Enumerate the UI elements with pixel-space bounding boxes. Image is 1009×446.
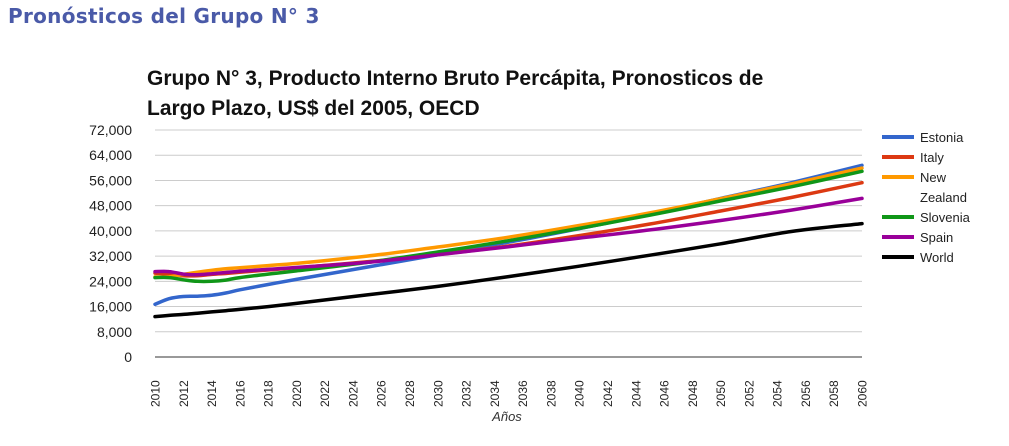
x-tick-label: 2014 xyxy=(205,380,219,407)
x-axis-label: Años xyxy=(491,409,522,424)
x-tick-label: 2052 xyxy=(742,380,756,407)
series-line-new-zealand xyxy=(153,166,864,279)
x-tick-label: 2054 xyxy=(771,380,785,407)
series-lines xyxy=(153,163,864,319)
legend-label: Italy xyxy=(920,150,944,165)
y-tick-label: 0 xyxy=(124,349,132,365)
chart-title-line-1: Grupo N° 3, Producto Interno Bruto Percá… xyxy=(147,67,764,90)
y-tick-label: 56,000 xyxy=(89,172,132,188)
legend-swatch xyxy=(882,175,914,179)
legend-label: World xyxy=(920,250,954,265)
x-tick-label: 2060 xyxy=(856,380,870,407)
legend-item-new-zealand: New Zealand xyxy=(882,168,990,208)
y-tick-label: 8,000 xyxy=(97,324,132,340)
x-tick-label: 2028 xyxy=(403,380,417,407)
legend-swatch xyxy=(882,255,914,259)
y-tick-label: 16,000 xyxy=(89,299,132,315)
x-tick-label: 2018 xyxy=(262,380,276,407)
legend-label: Spain xyxy=(920,230,954,245)
y-tick-label: 64,000 xyxy=(89,147,132,163)
x-tick-label: 2058 xyxy=(827,380,841,407)
series-line-spain xyxy=(153,196,864,277)
x-tick-label: 2036 xyxy=(516,380,530,407)
series-line-slovenia xyxy=(153,169,864,284)
y-tick-label: 40,000 xyxy=(89,223,132,239)
y-tick-label: 32,000 xyxy=(89,248,132,264)
legend-item-estonia: Estonia xyxy=(882,128,990,148)
x-tick-label: 2016 xyxy=(233,380,247,407)
x-tick-label: 2050 xyxy=(714,380,728,407)
x-tick-label: 2034 xyxy=(488,380,502,407)
x-tick-label: 2042 xyxy=(601,380,615,407)
legend-swatch xyxy=(882,155,914,159)
x-tick-label: 2022 xyxy=(318,380,332,407)
series-line-world xyxy=(153,221,864,319)
legend-item-world: World xyxy=(882,248,990,268)
chart-title: Grupo N° 3, Producto Interno Bruto Percá… xyxy=(147,64,867,124)
x-tick-label: 2026 xyxy=(375,380,389,407)
x-tick-label: 2048 xyxy=(686,380,700,407)
chart-legend: Estonia Italy New Zealand Slovenia Spain Worl… xyxy=(882,128,990,268)
x-tick-label: 2030 xyxy=(431,380,445,407)
x-tick-label: 2024 xyxy=(346,380,360,407)
x-tick-label: 2012 xyxy=(177,380,191,407)
y-tick-label: 72,000 xyxy=(89,122,132,138)
x-tick-label: 2040 xyxy=(573,380,587,407)
x-tick-label: 2046 xyxy=(658,380,672,407)
legend-label: Slovenia xyxy=(920,210,970,225)
chart-title-line-2: Largo Plazo, US$ del 2005, OECD xyxy=(147,97,480,120)
x-tick-label: 2056 xyxy=(799,380,813,407)
legend-label: Estonia xyxy=(920,130,964,145)
legend-item-spain: Spain xyxy=(882,228,990,248)
x-tick-label: 2032 xyxy=(460,380,474,407)
legend-swatch xyxy=(882,235,914,239)
x-tick-label: 2044 xyxy=(629,380,643,407)
legend-swatch xyxy=(882,135,914,139)
y-tick-label: 24,000 xyxy=(89,273,132,289)
y-axis-tick-labels: 0 8,000 16,000 24,000 32,000 40,000 48,000 56,0… xyxy=(89,122,132,365)
x-tick-label: 2010 xyxy=(149,380,163,407)
legend-label: New Zealand xyxy=(920,170,967,205)
page-heading: Pronósticos del Grupo N° 3 xyxy=(8,4,320,28)
legend-swatch xyxy=(882,215,914,219)
legend-item-italy: Italy xyxy=(882,148,990,168)
y-tick-label: 48,000 xyxy=(89,198,132,214)
x-axis-tick-labels: 2010 2012 2014 2016 2018 2020 2022 2024 2026 2028… xyxy=(149,380,870,407)
x-tick-label: 2038 xyxy=(544,380,558,407)
series-line-estonia xyxy=(153,163,864,307)
series-line-italy xyxy=(153,180,864,278)
legend-item-slovenia: Slovenia xyxy=(882,208,990,228)
x-tick-label: 2020 xyxy=(290,380,304,407)
